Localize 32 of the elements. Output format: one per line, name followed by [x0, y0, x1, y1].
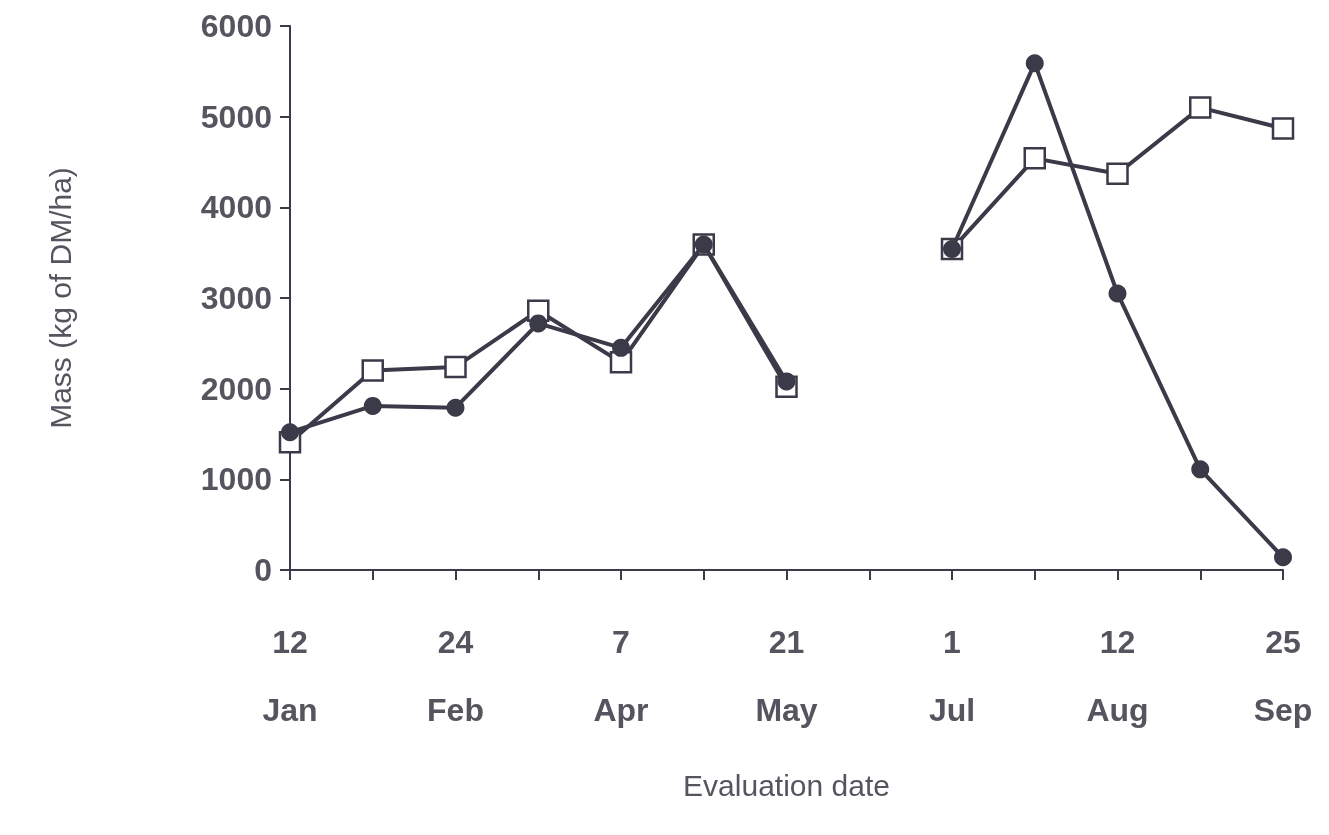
x-tick-label: 25 Sep	[1253, 624, 1313, 728]
x-axis-title: Evaluation date	[683, 768, 890, 802]
y-axis-title: Mass (kg of DM/ha)	[43, 167, 77, 429]
x-tick-label: 12 Aug	[1086, 624, 1149, 728]
point	[777, 372, 796, 391]
point	[281, 423, 299, 442]
x-tick-label: 7 Apr	[593, 624, 649, 728]
point	[529, 314, 548, 333]
point	[1025, 54, 1044, 73]
x-tick-label: 12 Jan	[262, 624, 318, 728]
x-tick-label: 21 May	[755, 624, 818, 728]
y-tick-label: 6000	[200, 8, 272, 44]
point	[1274, 548, 1292, 567]
point	[446, 398, 465, 417]
point	[1108, 284, 1127, 303]
point	[1023, 147, 1046, 170]
point	[1106, 162, 1129, 186]
x-tick-label: 1 Jul	[928, 624, 976, 728]
point	[361, 359, 384, 382]
y-tick-label: 3000	[200, 280, 272, 316]
y-tick-label: 4000	[200, 189, 272, 226]
point	[1189, 96, 1212, 119]
y-tick-label: 0	[254, 552, 272, 588]
point	[1271, 117, 1295, 140]
point	[363, 396, 382, 415]
y-tick-label: 2000	[200, 370, 272, 407]
point	[1191, 460, 1210, 479]
point	[444, 355, 467, 379]
y-tick-label: 1000	[200, 461, 272, 498]
point	[612, 338, 630, 357]
y-tick-label: 5000	[200, 98, 272, 135]
x-tick-label: 24 Feb	[427, 624, 484, 728]
